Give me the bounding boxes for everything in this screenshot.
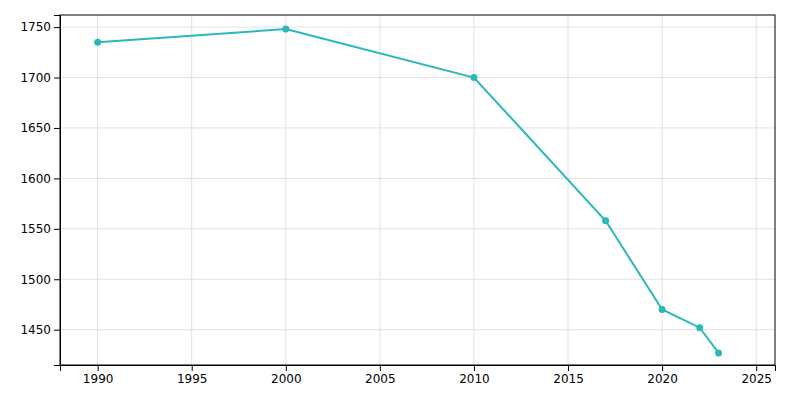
y-tick: 1600 — [20, 172, 60, 186]
x-tick-label: 2020 — [647, 372, 678, 386]
line — [98, 29, 719, 353]
marker — [602, 217, 609, 224]
y-tick-mark — [54, 279, 60, 280]
grid — [60, 15, 775, 365]
marker — [696, 324, 703, 331]
x-tick: 2025 — [741, 365, 772, 386]
marker — [715, 349, 722, 356]
x-tick-label: 2025 — [741, 372, 772, 386]
marker — [659, 306, 666, 313]
x-tick: 2005 — [365, 365, 396, 386]
y-tick-label: 1450 — [20, 323, 51, 337]
y-tick-mark — [54, 128, 60, 129]
marker — [470, 74, 477, 81]
grid-line-y — [60, 228, 775, 229]
grid-line-y — [60, 279, 775, 280]
y-tick: 1500 — [20, 273, 60, 287]
grid-line-y — [60, 27, 775, 28]
x-tick-mark — [568, 365, 569, 371]
x-tick-label: 2015 — [553, 372, 584, 386]
marker — [94, 39, 101, 46]
y-tick-label: 1750 — [20, 20, 51, 34]
x-tick-mark — [380, 365, 381, 371]
y-axis: 1450 1500 1550 1600 1650 1700 1750 — [20, 16, 60, 366]
grid-line-x — [191, 15, 192, 365]
y-tick-mark — [54, 178, 60, 179]
grid-line-x — [97, 15, 98, 365]
y-tick-mark — [54, 78, 60, 79]
x-tick: 2010 — [459, 365, 490, 386]
y-tick: 1550 — [20, 222, 60, 236]
y-tick-mark — [54, 27, 60, 28]
x-tick-label: 2005 — [365, 372, 396, 386]
grid-line-y — [60, 127, 775, 128]
x-tick-mark — [286, 365, 287, 371]
grid-line-y — [60, 178, 775, 179]
x-tick: 1990 — [83, 365, 114, 386]
y-axis-line — [54, 16, 61, 366]
grid-line-x — [756, 15, 757, 365]
y-tick-mark — [54, 330, 60, 331]
x-tick-label: 2010 — [459, 372, 490, 386]
x-tick-mark — [192, 365, 193, 371]
x-axis-line — [61, 366, 776, 372]
y-tick-label: 1500 — [20, 273, 51, 287]
grid-line-x — [285, 15, 286, 365]
x-tick: 2000 — [271, 365, 302, 386]
x-tick-label: 1995 — [177, 372, 208, 386]
plot-frame — [60, 15, 775, 365]
x-tick-label: 1990 — [83, 372, 114, 386]
marker — [282, 26, 289, 33]
y-tick-label: 1550 — [20, 222, 51, 236]
y-tick: 1750 — [20, 20, 60, 34]
x-tick-mark — [474, 365, 475, 371]
y-tick: 1450 — [20, 323, 60, 337]
chart: 1990 1995 2000 2005 2010 2015 2020 2025 1450 1500… — [0, 0, 800, 400]
y-tick-label: 1600 — [20, 172, 51, 186]
x-axis: 1990 1995 2000 2005 2010 2015 2020 2025 — [61, 365, 776, 386]
x-tick-mark — [662, 365, 663, 371]
y-tick-label: 1650 — [20, 121, 51, 135]
y-tick-label: 1700 — [20, 71, 51, 85]
x-tick: 2020 — [647, 365, 678, 386]
x-tick-label: 2000 — [271, 372, 302, 386]
y-tick-mark — [54, 229, 60, 230]
x-tick-mark — [98, 365, 99, 371]
y-tick: 1700 — [20, 71, 60, 85]
x-tick: 1995 — [177, 365, 208, 386]
y-tick: 1650 — [20, 121, 60, 135]
plot: 1990 1995 2000 2005 2010 2015 2020 2025 1450 1500… — [20, 15, 775, 386]
x-tick: 2015 — [553, 365, 584, 386]
x-tick-mark — [756, 365, 757, 371]
grid-line-y — [60, 77, 775, 78]
grid-line-x — [568, 15, 569, 365]
data-layer — [94, 26, 722, 357]
grid-line-x — [379, 15, 380, 365]
grid-line-y — [60, 329, 775, 330]
grid-line-x — [473, 15, 474, 365]
